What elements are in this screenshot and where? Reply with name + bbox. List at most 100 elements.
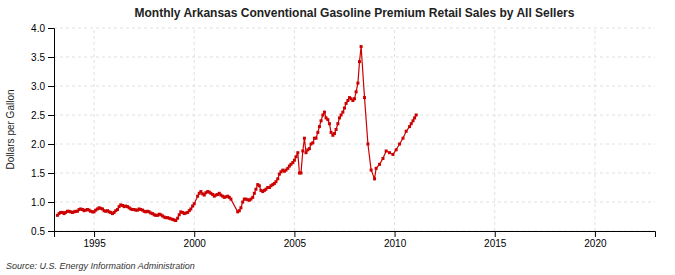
data-point (318, 125, 321, 128)
data-point (340, 114, 343, 117)
data-point (363, 96, 366, 99)
data-point (355, 90, 358, 93)
data-line (57, 47, 416, 221)
grid-line-x (394, 28, 395, 231)
data-point (343, 107, 346, 110)
y-axis-tick: 2.5 (31, 110, 54, 121)
grid-line-x (494, 28, 495, 231)
data-point (328, 122, 331, 125)
data-point (254, 188, 257, 191)
y-axis-tick: 0.5 (31, 226, 54, 237)
data-point (193, 202, 196, 205)
data-point (336, 122, 339, 125)
y-axis-tick-mark (48, 231, 54, 232)
data-point (341, 111, 344, 114)
x-axis-tick: 2010 (384, 231, 407, 249)
y-axis-tick-mark (48, 115, 54, 116)
grid-line-y (54, 28, 655, 29)
x-axis-tick: 2000 (184, 231, 207, 249)
data-point (335, 128, 338, 131)
data-point (239, 206, 242, 209)
data-point (381, 157, 384, 160)
x-axis-tick: 2005 (284, 231, 307, 249)
plot-area (56, 45, 418, 222)
y-axis-tick: 2.0 (31, 139, 54, 150)
y-axis-tick-mark (48, 57, 54, 58)
data-point (323, 111, 326, 114)
data-point (391, 153, 394, 156)
x-axis-tick-label: 2020 (584, 238, 607, 249)
data-point (320, 119, 323, 122)
data-point (258, 184, 261, 187)
data-point (276, 177, 279, 180)
data-point (411, 119, 414, 122)
data-point (116, 208, 119, 211)
data-point (305, 151, 308, 154)
x-axis-line (55, 232, 656, 238)
data-point (378, 163, 381, 166)
y-axis-tick-label: 2.5 (31, 110, 45, 121)
data-point (296, 151, 299, 154)
data-point (238, 209, 241, 212)
y-axis-tick-mark (48, 144, 54, 145)
x-axis-tick: 2020 (584, 231, 607, 249)
data-point (398, 143, 401, 146)
data-point (326, 118, 329, 121)
data-point (189, 207, 192, 210)
y-axis-tick-mark (48, 86, 54, 87)
y-axis-tick-mark (48, 173, 54, 174)
grid-line-y (54, 86, 655, 87)
x-axis-tick: 1995 (83, 231, 106, 249)
data-point (315, 137, 318, 140)
data-point (293, 159, 296, 162)
y-axis-tick: 1.0 (31, 197, 54, 208)
y-axis-tick-label: 1.0 (31, 197, 45, 208)
x-axis-tick: 2015 (484, 231, 507, 249)
data-point (388, 151, 391, 154)
x-axis-tick-label: 2005 (284, 238, 307, 249)
x-axis-tick-label: 2010 (384, 238, 407, 249)
grid (54, 28, 655, 231)
y-axis-tick: 3.5 (31, 52, 54, 63)
x-axis-tick-label: 2000 (184, 238, 207, 249)
data-point (295, 155, 298, 158)
data-point (395, 148, 398, 151)
grid-line-x (294, 28, 295, 231)
y-axis-tick-label: 1.5 (31, 168, 45, 179)
data-point (338, 116, 341, 119)
y-axis-tick: 1.5 (31, 168, 54, 179)
data-point (274, 180, 277, 183)
y-axis-tick: 4.0 (31, 23, 54, 34)
data-point (370, 169, 373, 172)
data-point (308, 147, 311, 150)
data-point (385, 149, 388, 152)
x-axis-tick-mark (294, 231, 295, 237)
data-point (316, 131, 319, 134)
x-axis-tick-label: 2015 (484, 238, 507, 249)
y-axis-tick-label: 3.5 (31, 52, 45, 63)
data-point (413, 116, 416, 119)
data-point (360, 45, 363, 48)
data-point (375, 167, 378, 170)
y-axis-line (48, 29, 55, 232)
data-point (330, 131, 333, 134)
data-point (321, 114, 324, 117)
data-point (405, 130, 408, 133)
y-axis-tick-mark (48, 28, 54, 29)
data-point (178, 213, 181, 216)
annotation: Source: U.S. Energy Information Administ… (6, 261, 195, 271)
chart-title: Monthly Arkansas Conventional Gasoline P… (135, 6, 575, 20)
grid-line-y (54, 144, 655, 145)
data-point (241, 201, 244, 204)
x-axis-tick-mark (595, 231, 596, 237)
data-point (353, 97, 356, 100)
data-point (253, 192, 256, 195)
y-axis-tick-label: 4.0 (31, 23, 45, 34)
grid-line-y (54, 57, 655, 58)
data-point (366, 143, 369, 146)
x-axis-tick-mark (194, 231, 195, 237)
data-point (251, 196, 254, 199)
y-axis-tick: 3.0 (31, 81, 54, 92)
data-point (196, 195, 199, 198)
data-point (333, 132, 336, 135)
